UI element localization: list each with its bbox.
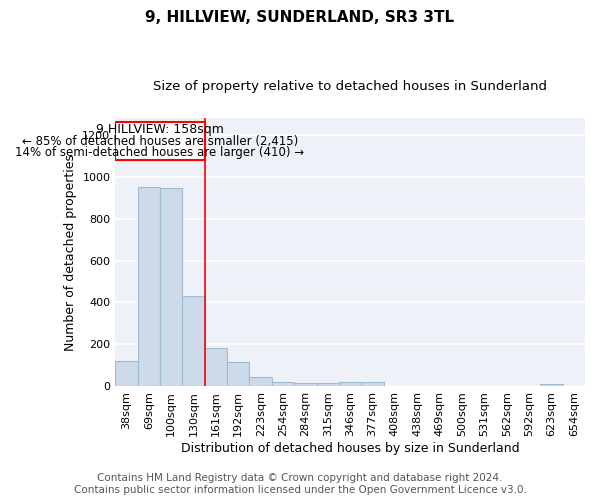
- Text: 9 HILLVIEW: 158sqm: 9 HILLVIEW: 158sqm: [96, 123, 224, 136]
- Text: 14% of semi-detached houses are larger (410) →: 14% of semi-detached houses are larger (…: [16, 146, 305, 159]
- Text: ← 85% of detached houses are smaller (2,415): ← 85% of detached houses are smaller (2,…: [22, 136, 298, 148]
- Title: Size of property relative to detached houses in Sunderland: Size of property relative to detached ho…: [153, 80, 547, 93]
- Bar: [540, 384, 563, 386]
- X-axis label: Distribution of detached houses by size in Sunderland: Distribution of detached houses by size …: [181, 442, 520, 455]
- Bar: [317, 384, 339, 386]
- Bar: [182, 296, 205, 386]
- Bar: [339, 382, 361, 386]
- Bar: [250, 377, 272, 386]
- Text: 9, HILLVIEW, SUNDERLAND, SR3 3TL: 9, HILLVIEW, SUNDERLAND, SR3 3TL: [145, 10, 455, 25]
- Bar: [205, 348, 227, 387]
- Bar: [227, 362, 250, 386]
- Bar: [272, 382, 294, 386]
- Bar: [294, 384, 317, 386]
- Bar: [160, 188, 182, 386]
- Y-axis label: Number of detached properties: Number of detached properties: [64, 154, 77, 350]
- Bar: [115, 362, 137, 386]
- Bar: [137, 187, 160, 386]
- FancyBboxPatch shape: [115, 122, 205, 160]
- Text: Contains HM Land Registry data © Crown copyright and database right 2024.
Contai: Contains HM Land Registry data © Crown c…: [74, 474, 526, 495]
- Bar: [361, 382, 383, 386]
